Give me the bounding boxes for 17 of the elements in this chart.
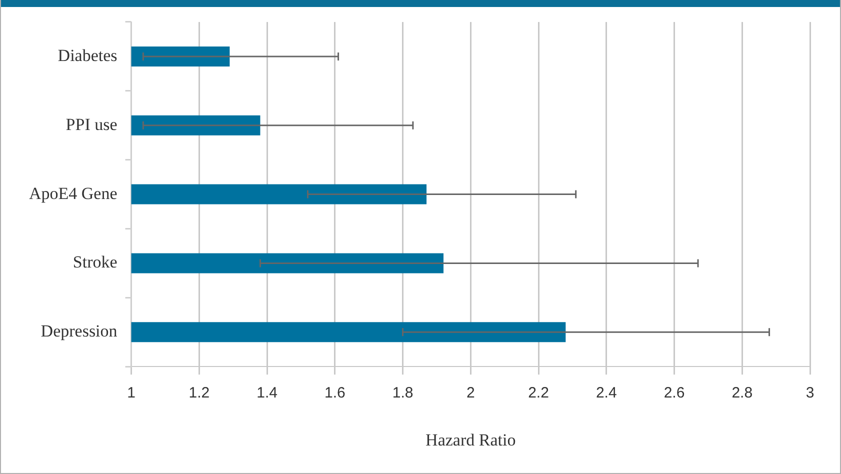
x-tick-label: 1 — [127, 384, 136, 402]
x-tick-label: 2.4 — [596, 384, 617, 402]
y-tick-label: Diabetes — [58, 46, 118, 65]
x-tick-label: 3 — [806, 384, 814, 402]
x-tick-label: 1.6 — [324, 384, 346, 402]
y-tick-label: Depression — [40, 322, 118, 341]
x-tick-label: 2 — [466, 384, 475, 402]
y-tick-label: PPI use — [66, 114, 118, 134]
x-tick-label: 2.6 — [664, 384, 685, 402]
x-tick-label: 1.2 — [188, 384, 210, 402]
x-tick-label: 1.8 — [392, 384, 414, 402]
y-tick-label: ApoE4 Gene — [29, 184, 118, 203]
x-tick-label: 2.8 — [732, 384, 753, 402]
x-tick-label: 2.2 — [528, 384, 549, 402]
x-axis-title: Hazard Ratio — [426, 430, 516, 450]
y-tick-label: Stroke — [72, 252, 118, 272]
x-tick-label: 1.4 — [256, 384, 278, 402]
